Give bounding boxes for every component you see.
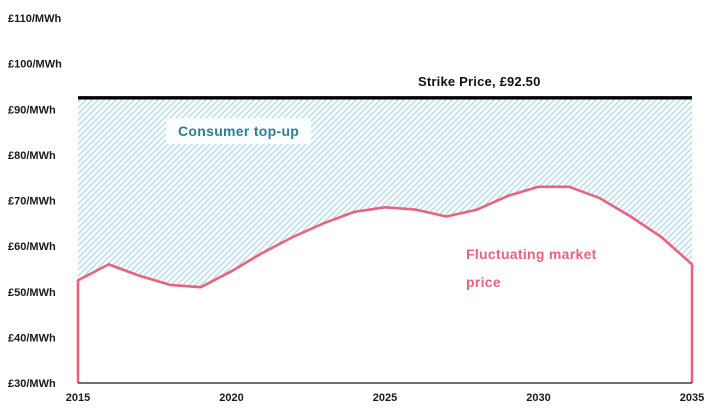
x-tick-label: 2030: [526, 392, 550, 404]
y-tick-label: £50/MWh: [8, 287, 56, 299]
y-tick-label: £70/MWh: [8, 196, 56, 208]
y-tick-label: £90/MWh: [8, 104, 56, 116]
y-tick-label: £80/MWh: [8, 150, 56, 162]
consumer-topup-area: [78, 97, 692, 288]
y-tick-label: £30/MWh: [8, 378, 56, 390]
x-tick-label: 2015: [66, 392, 90, 404]
x-tick-label: 2020: [219, 392, 243, 404]
y-tick-label: £100/MWh: [8, 59, 62, 71]
strike-price-label: Strike Price, £92.50: [418, 74, 541, 89]
consumer-topup-label: Consumer top-up: [166, 118, 312, 144]
x-tick-label: 2035: [680, 392, 704, 404]
fluctuating-market-price-label: Fluctuating market price: [466, 246, 597, 290]
y-tick-label: £60/MWh: [8, 241, 56, 253]
y-tick-label: £110/MWh: [8, 13, 61, 25]
x-tick-label: 2025: [373, 392, 397, 404]
market-price-line: [76, 185, 694, 383]
y-tick-label: £40/MWh: [8, 332, 56, 344]
